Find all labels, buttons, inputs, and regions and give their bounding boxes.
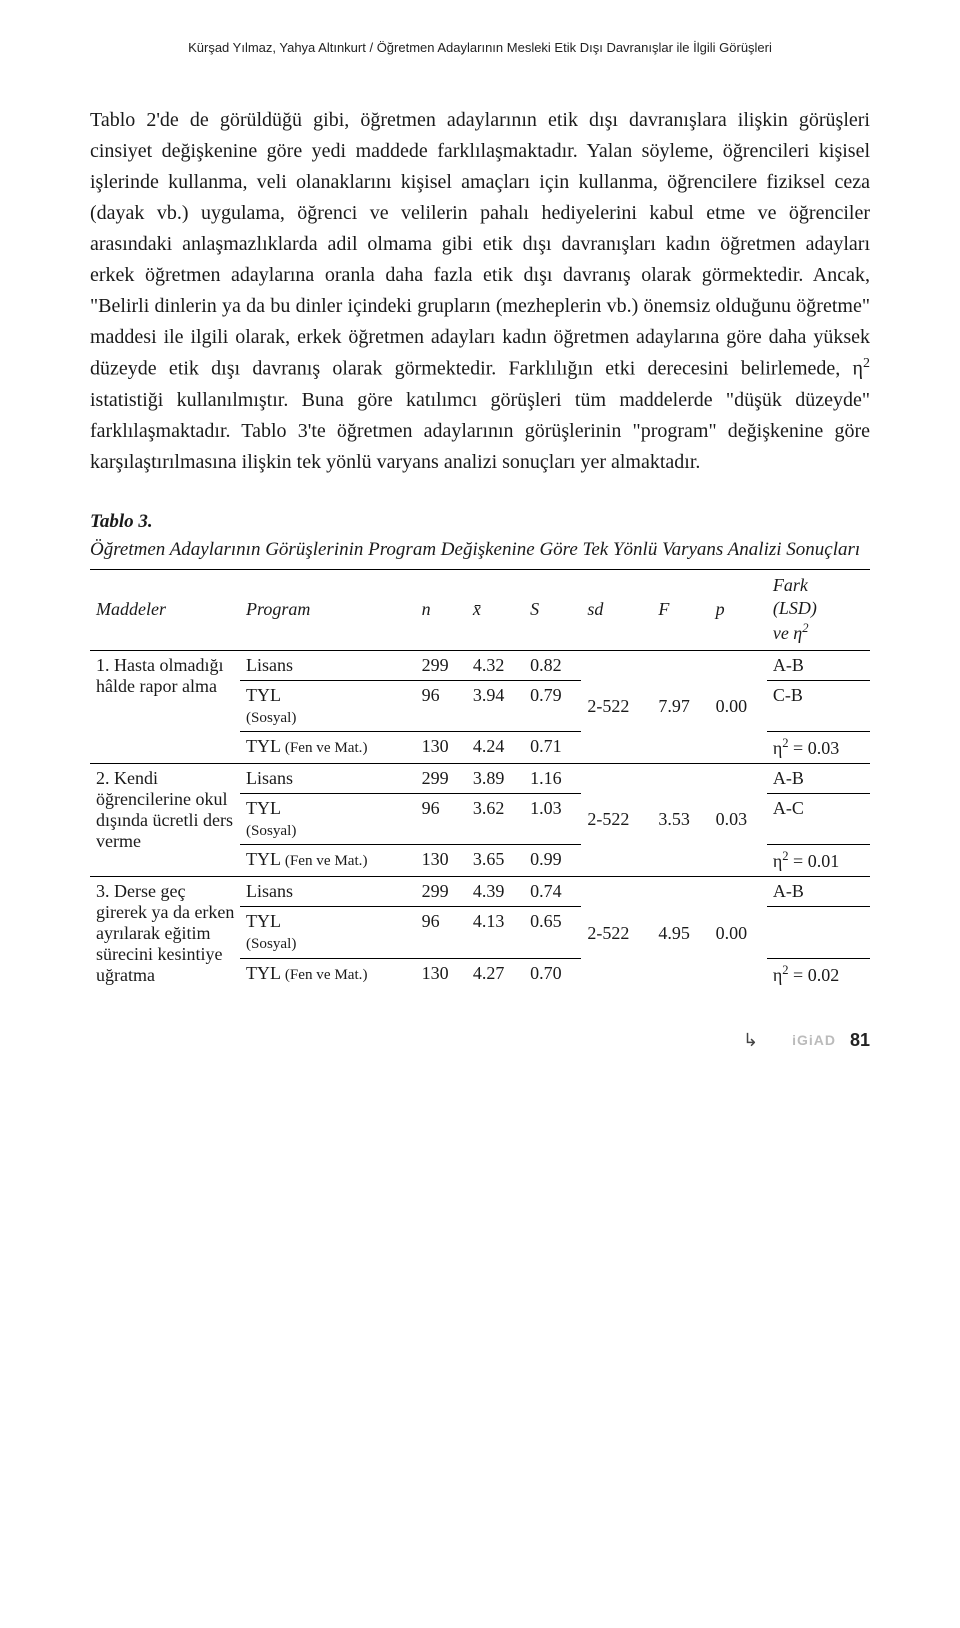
continuation-arrow-icon: ↳ [743, 1030, 758, 1051]
table-row: 1. Hasta olmadığı hâlde rapor almaLisans… [90, 650, 870, 680]
col-maddeler: Maddeler [90, 569, 240, 650]
fark-cell: η2 = 0.02 [767, 958, 870, 990]
body-text-a: Tablo 2'de de görüldüğü gibi, öğretmen a… [90, 109, 870, 380]
col-n: n [416, 569, 467, 650]
s-cell: 0.82 [524, 650, 581, 680]
table-row: 2. Kendi öğrencilerine okul dışında ücre… [90, 763, 870, 793]
mean-cell: 4.39 [467, 876, 524, 906]
mean-cell: 4.13 [467, 907, 524, 958]
p-cell: 0.00 [710, 876, 767, 990]
mean-cell: 4.27 [467, 958, 524, 990]
program-cell: TYL(Sosyal) [240, 907, 416, 958]
table-caption: Tablo 3. Öğretmen Adaylarının Görüşlerin… [90, 508, 870, 565]
f-cell: 4.95 [652, 876, 709, 990]
n-cell: 299 [416, 650, 467, 680]
s-cell: 0.74 [524, 876, 581, 906]
program-cell: TYL (Fen ve Mat.) [240, 844, 416, 876]
body-paragraph: Tablo 2'de de görüldüğü gibi, öğretmen a… [90, 105, 870, 478]
item-cell: 3. Derse geç girerek ya da erken ayrılar… [90, 876, 240, 990]
program-cell: Lisans [240, 876, 416, 906]
anova-table: Maddeler Program n x̄ S sd F p Fark (LSD… [90, 569, 870, 990]
col-s: S [524, 569, 581, 650]
mean-cell: 3.65 [467, 844, 524, 876]
page-number: 81 [850, 1030, 870, 1051]
fark-line1: Fark [773, 575, 808, 595]
program-cell: Lisans [240, 650, 416, 680]
n-cell: 130 [416, 844, 467, 876]
f-cell: 3.53 [652, 763, 709, 876]
page-footer: ↳ iGiAD 81 [90, 1030, 870, 1051]
n-cell: 96 [416, 680, 467, 731]
s-cell: 1.16 [524, 763, 581, 793]
table-label: Tablo 3. [90, 511, 153, 532]
p-cell: 0.03 [710, 763, 767, 876]
n-cell: 130 [416, 731, 467, 763]
program-cell: TYL(Sosyal) [240, 680, 416, 731]
table-header-row: Maddeler Program n x̄ S sd F p Fark (LSD… [90, 569, 870, 650]
fark-line2: (LSD) [773, 598, 817, 618]
fark-cell: η2 = 0.03 [767, 731, 870, 763]
s-cell: 0.79 [524, 680, 581, 731]
col-f: F [652, 569, 709, 650]
mean-cell: 3.89 [467, 763, 524, 793]
f-cell: 7.97 [652, 650, 709, 763]
running-head: Kürşad Yılmaz, Yahya Altınkurt / Öğretme… [90, 40, 870, 55]
p-cell: 0.00 [710, 650, 767, 763]
table-row: 3. Derse geç girerek ya da erken ayrılar… [90, 876, 870, 906]
mean-cell: 4.32 [467, 650, 524, 680]
n-cell: 299 [416, 763, 467, 793]
fark-line3: ve η [773, 623, 802, 643]
fark-cell: A-B [767, 650, 870, 680]
col-sd: sd [581, 569, 652, 650]
fark-cell: A-B [767, 763, 870, 793]
s-cell: 0.99 [524, 844, 581, 876]
s-cell: 0.71 [524, 731, 581, 763]
program-cell: TYL (Fen ve Mat.) [240, 958, 416, 990]
sd-cell: 2-522 [581, 876, 652, 990]
program-cell: TYL (Fen ve Mat.) [240, 731, 416, 763]
body-text-b: istatistiği kullanılmıştır. Buna göre ka… [90, 389, 870, 473]
mean-cell: 3.62 [467, 793, 524, 844]
fark-cell: A-B [767, 876, 870, 906]
eta-sup-hdr: 2 [802, 621, 808, 635]
sd-cell: 2-522 [581, 650, 652, 763]
table-description: Öğretmen Adaylarının Görüşlerinin Progra… [90, 539, 860, 560]
col-p: p [710, 569, 767, 650]
col-fark: Fark (LSD) ve η2 [767, 569, 870, 650]
n-cell: 96 [416, 907, 467, 958]
program-cell: TYL(Sosyal) [240, 793, 416, 844]
fark-cell [767, 907, 870, 958]
s-cell: 0.65 [524, 907, 581, 958]
s-cell: 0.70 [524, 958, 581, 990]
fark-cell: A-C [767, 793, 870, 844]
item-cell: 2. Kendi öğrencilerine okul dışında ücre… [90, 763, 240, 876]
s-cell: 1.03 [524, 793, 581, 844]
n-cell: 299 [416, 876, 467, 906]
item-cell: 1. Hasta olmadığı hâlde rapor alma [90, 650, 240, 763]
mean-cell: 3.94 [467, 680, 524, 731]
n-cell: 96 [416, 793, 467, 844]
fark-cell: C-B [767, 680, 870, 731]
program-cell: Lisans [240, 763, 416, 793]
col-program: Program [240, 569, 416, 650]
eta-superscript: 2 [863, 356, 870, 371]
mean-cell: 4.24 [467, 731, 524, 763]
publisher-logo: iGiAD [792, 1032, 836, 1048]
sd-cell: 2-522 [581, 763, 652, 876]
col-mean: x̄ [467, 569, 524, 650]
fark-cell: η2 = 0.01 [767, 844, 870, 876]
n-cell: 130 [416, 958, 467, 990]
